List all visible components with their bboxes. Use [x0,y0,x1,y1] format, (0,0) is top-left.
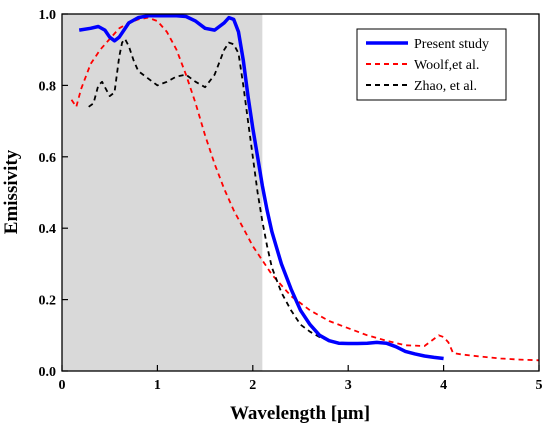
series-layer [70,14,540,362]
y-tick-label: 0.0 [39,365,57,380]
x-tick-label: 4 [440,378,447,393]
series-line-woolf-et-al [70,16,540,362]
x-tick-label: 2 [249,378,256,393]
y-tick-label: 0.4 [39,222,57,237]
shaded-region [62,14,263,371]
plot-frame [61,13,540,372]
series-line-zhao-et-al [88,38,368,345]
x-tick-label: 0 [59,378,66,393]
ticks-layer: 0 1 2 3 4 5 0.0 0.2 0.4 0.6 0.8 1.0 [39,8,543,393]
x-tick-label: 3 [345,378,352,393]
legend-box [356,28,507,101]
legend-label-present-study: Present study [414,37,489,52]
x-axis-title: Wavelength [μm] [230,403,370,424]
x-tick-label: 5 [536,378,543,393]
legend: Present study Woolf,et al. Zhao, et al. [356,28,507,101]
series-line-present-study [78,14,444,361]
y-tick-label: 0.2 [39,294,57,309]
legend-label-zhao: Zhao, et al. [414,79,477,94]
y-tick-label: 0.6 [39,151,57,166]
y-axis-title: Emissivity [1,149,22,234]
y-tick-label: 0.8 [39,79,57,94]
legend-label-woolf: Woolf,et al. [414,58,479,73]
y-tick-label: 1.0 [39,8,57,23]
x-tick-label: 1 [154,378,161,393]
